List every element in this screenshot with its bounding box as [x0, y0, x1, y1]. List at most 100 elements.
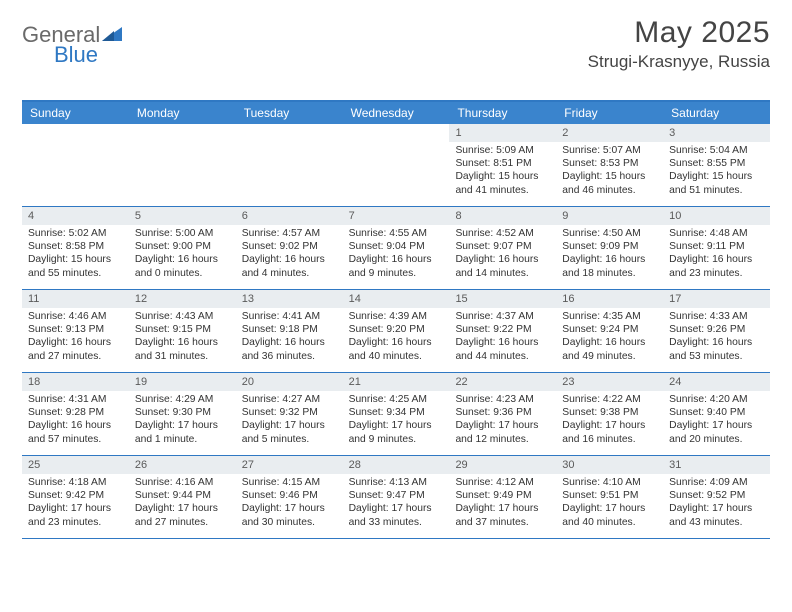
day-cell: . [129, 124, 236, 206]
daylight-text: Daylight: 16 hours and 0 minutes. [135, 253, 230, 279]
daylight-text: Daylight: 17 hours and 23 minutes. [28, 502, 123, 528]
sunset-text: Sunset: 9:28 PM [28, 406, 123, 419]
daylight-text: Daylight: 17 hours and 16 minutes. [562, 419, 657, 445]
day-cell: 21Sunrise: 4:25 AMSunset: 9:34 PMDayligh… [343, 373, 450, 455]
daylight-text: Daylight: 16 hours and 49 minutes. [562, 336, 657, 362]
sunrise-text: Sunrise: 4:52 AM [455, 227, 550, 240]
sunrise-text: Sunrise: 4:10 AM [562, 476, 657, 489]
sunrise-text: Sunrise: 4:31 AM [28, 393, 123, 406]
daylight-text: Daylight: 16 hours and 36 minutes. [242, 336, 337, 362]
day-number: 27 [236, 456, 343, 474]
daylight-text: Daylight: 17 hours and 27 minutes. [135, 502, 230, 528]
daylight-text: Daylight: 16 hours and 44 minutes. [455, 336, 550, 362]
day-cell: 31Sunrise: 4:09 AMSunset: 9:52 PMDayligh… [663, 456, 770, 538]
sunset-text: Sunset: 9:15 PM [135, 323, 230, 336]
daylight-text: Daylight: 16 hours and 27 minutes. [28, 336, 123, 362]
daylight-text: Daylight: 17 hours and 37 minutes. [455, 502, 550, 528]
day-number: 25 [22, 456, 129, 474]
daylight-text: Daylight: 16 hours and 40 minutes. [349, 336, 444, 362]
sunset-text: Sunset: 9:42 PM [28, 489, 123, 502]
day-details: Sunrise: 4:20 AMSunset: 9:40 PMDaylight:… [663, 393, 770, 450]
sunset-text: Sunset: 9:04 PM [349, 240, 444, 253]
title-block: May 2025 Strugi-Krasnyye, Russia [588, 16, 770, 72]
day-cell: 3 Sunrise: 5:04 AMSunset: 8:55 PMDaylight… [663, 124, 770, 206]
day-number: 30 [556, 456, 663, 474]
day-number: 18 [22, 373, 129, 391]
day-details: Sunrise: 4:27 AMSunset: 9:32 PMDaylight:… [236, 393, 343, 450]
sunrise-text: Sunrise: 4:46 AM [28, 310, 123, 323]
day-cell: . [236, 124, 343, 206]
day-details: Sunrise: 4:09 AMSunset: 9:52 PMDaylight:… [663, 476, 770, 533]
daylight-text: Daylight: 17 hours and 30 minutes. [242, 502, 337, 528]
day-details: Sunrise: 5:02 AMSunset: 8:58 PMDaylight:… [22, 227, 129, 284]
sunrise-text: Sunrise: 4:20 AM [669, 393, 764, 406]
day-details: Sunrise: 4:10 AMSunset: 9:51 PMDaylight:… [556, 476, 663, 533]
day-cell: 18Sunrise: 4:31 AMSunset: 9:28 PMDayligh… [22, 373, 129, 455]
sunset-text: Sunset: 9:32 PM [242, 406, 337, 419]
sunset-text: Sunset: 9:44 PM [135, 489, 230, 502]
weeks-container: ....1Sunrise: 5:09 AMSunset: 8:51 PMDayl… [22, 124, 770, 539]
calendar: SundayMondayTuesdayWednesdayThursdayFrid… [22, 100, 770, 539]
sunset-text: Sunset: 8:58 PM [28, 240, 123, 253]
day-cell: 23Sunrise: 4:22 AMSunset: 9:38 PMDayligh… [556, 373, 663, 455]
day-details: Sunrise: 5:04 AMSunset: 8:55 PMDaylight:… [663, 144, 770, 201]
day-number: 9 [556, 207, 663, 225]
sunrise-text: Sunrise: 4:48 AM [669, 227, 764, 240]
weekday-header: Tuesday [236, 102, 343, 124]
day-number: 8 [449, 207, 556, 225]
day-number: 26 [129, 456, 236, 474]
sunset-text: Sunset: 9:36 PM [455, 406, 550, 419]
sunset-text: Sunset: 9:09 PM [562, 240, 657, 253]
week-row: ....1Sunrise: 5:09 AMSunset: 8:51 PMDayl… [22, 124, 770, 207]
sunset-text: Sunset: 9:26 PM [669, 323, 764, 336]
daylight-text: Daylight: 16 hours and 31 minutes. [135, 336, 230, 362]
sunset-text: Sunset: 9:38 PM [562, 406, 657, 419]
day-cell: 27 Sunrise: 4:15 AMSunset: 9:46 PMDayligh… [236, 456, 343, 538]
daylight-text: Daylight: 16 hours and 14 minutes. [455, 253, 550, 279]
sunrise-text: Sunrise: 4:57 AM [242, 227, 337, 240]
daylight-text: Daylight: 15 hours and 51 minutes. [669, 170, 764, 196]
day-details: Sunrise: 4:15 AMSunset: 9:46 PMDaylight:… [236, 476, 343, 533]
daylight-text: Daylight: 16 hours and 53 minutes. [669, 336, 764, 362]
sunrise-text: Sunrise: 4:50 AM [562, 227, 657, 240]
sunrise-text: Sunrise: 4:23 AM [455, 393, 550, 406]
sunrise-text: Sunrise: 4:13 AM [349, 476, 444, 489]
daylight-text: Daylight: 17 hours and 12 minutes. [455, 419, 550, 445]
day-cell: . [343, 124, 450, 206]
sunset-text: Sunset: 9:46 PM [242, 489, 337, 502]
sunrise-text: Sunrise: 5:07 AM [562, 144, 657, 157]
day-details: Sunrise: 4:23 AMSunset: 9:36 PMDaylight:… [449, 393, 556, 450]
weekday-header: Wednesday [343, 102, 450, 124]
weekday-header-row: SundayMondayTuesdayWednesdayThursdayFrid… [22, 102, 770, 124]
day-cell: 28Sunrise: 4:13 AMSunset: 9:47 PMDayligh… [343, 456, 450, 538]
day-details: Sunrise: 4:48 AMSunset: 9:11 PMDaylight:… [663, 227, 770, 284]
day-number: 5 [129, 207, 236, 225]
day-details: Sunrise: 4:39 AMSunset: 9:20 PMDaylight:… [343, 310, 450, 367]
sunset-text: Sunset: 9:24 PM [562, 323, 657, 336]
calendar-page: General May 2025 Strugi-Krasnyye, Russia… [0, 0, 792, 555]
daylight-text: Daylight: 15 hours and 55 minutes. [28, 253, 123, 279]
daylight-text: Daylight: 17 hours and 33 minutes. [349, 502, 444, 528]
logo-part2-wrap: Blue [22, 42, 98, 68]
day-details: Sunrise: 4:16 AMSunset: 9:44 PMDaylight:… [129, 476, 236, 533]
day-cell: 2Sunrise: 5:07 AMSunset: 8:53 PMDaylight… [556, 124, 663, 206]
day-number: 3 [663, 124, 770, 142]
sunrise-text: Sunrise: 4:18 AM [28, 476, 123, 489]
day-number: 15 [449, 290, 556, 308]
day-details: Sunrise: 4:33 AMSunset: 9:26 PMDaylight:… [663, 310, 770, 367]
day-number: 14 [343, 290, 450, 308]
sunrise-text: Sunrise: 4:33 AM [669, 310, 764, 323]
day-cell: 12Sunrise: 4:43 AMSunset: 9:15 PMDayligh… [129, 290, 236, 372]
day-cell: 14 Sunrise: 4:39 AMSunset: 9:20 PMDayligh… [343, 290, 450, 372]
sunrise-text: Sunrise: 4:29 AM [135, 393, 230, 406]
day-details: Sunrise: 4:35 AMSunset: 9:24 PMDaylight:… [556, 310, 663, 367]
sunset-text: Sunset: 9:51 PM [562, 489, 657, 502]
daylight-text: Daylight: 15 hours and 46 minutes. [562, 170, 657, 196]
day-cell: 10Sunrise: 4:48 AMSunset: 9:11 PMDayligh… [663, 207, 770, 289]
day-details: Sunrise: 4:25 AMSunset: 9:34 PMDaylight:… [343, 393, 450, 450]
sunrise-text: Sunrise: 5:02 AM [28, 227, 123, 240]
day-details: Sunrise: 5:00 AMSunset: 9:00 PMDaylight:… [129, 227, 236, 284]
day-cell: 1Sunrise: 5:09 AMSunset: 8:51 PMDaylight… [449, 124, 556, 206]
day-details: Sunrise: 4:46 AMSunset: 9:13 PMDaylight:… [22, 310, 129, 367]
day-details: Sunrise: 4:50 AMSunset: 9:09 PMDaylight:… [556, 227, 663, 284]
